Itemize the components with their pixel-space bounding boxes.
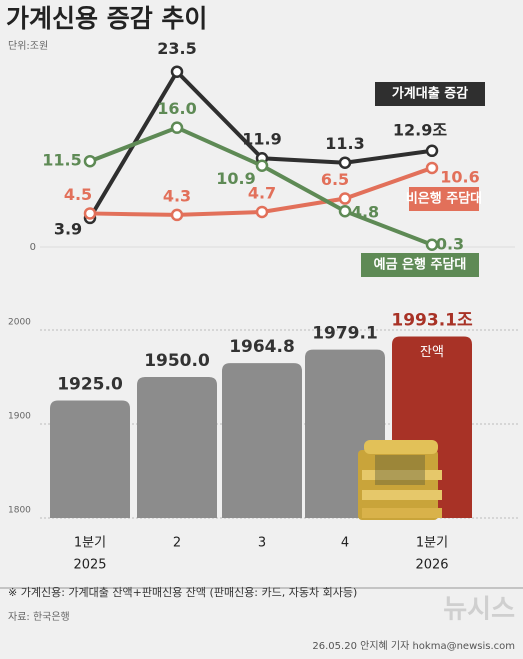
x-tick-label: 3	[258, 536, 266, 551]
data-label: 4.8	[351, 203, 379, 222]
point	[338, 156, 352, 169]
legend-label: 비은행 주담대	[406, 191, 482, 207]
bar	[137, 377, 217, 518]
point	[425, 238, 439, 252]
data-label: 1925.0	[57, 375, 123, 395]
x-tick-label: 4	[341, 536, 349, 551]
point	[170, 208, 184, 222]
legend-box	[375, 82, 485, 106]
data-label: 0.3	[436, 234, 464, 253]
x-tick-label: 1분기	[416, 536, 448, 551]
data-label: 12.9조	[393, 120, 447, 139]
point	[83, 207, 97, 220]
source: 자료: 한국은행	[8, 611, 70, 623]
point	[170, 65, 184, 78]
y-tick-label: 2000	[8, 318, 31, 328]
point	[83, 154, 97, 168]
y-tick-label: 0	[30, 242, 36, 253]
data-label: 6.5	[321, 170, 349, 189]
unit: 단위:조원	[8, 39, 48, 52]
data-label: 4.3	[163, 186, 191, 205]
footnote: ※ 가계신용: 가계대출 잔액+판매신용 잔액 (판매신용: 카드, 자동차 회…	[8, 586, 357, 599]
data-label: 10.9	[216, 169, 255, 188]
data-label: 23.5	[157, 39, 196, 58]
credit: 26.05.20 안지혜 기자 hokma@newsis.com	[312, 640, 515, 652]
y-tick-label: 1900	[8, 412, 31, 422]
data-label: 1993.1조	[391, 310, 473, 330]
data-label: 1950.0	[144, 351, 210, 371]
coins	[358, 440, 442, 520]
data-label: 10.6	[440, 167, 479, 186]
legend-box	[361, 253, 479, 277]
watermark: 뉴시스	[443, 595, 515, 625]
point	[338, 204, 352, 218]
bar-annotation: 잔액	[420, 345, 444, 360]
bar	[50, 400, 130, 518]
data-label: 16.0	[157, 99, 196, 118]
data-label: 11.5	[42, 151, 81, 170]
title: 가계신용 증감 추이	[6, 4, 207, 33]
point	[425, 161, 439, 175]
point	[170, 121, 184, 134]
point	[338, 192, 352, 205]
legend-label: 가계대출 증감	[392, 86, 468, 102]
point	[255, 205, 269, 219]
point	[425, 144, 439, 158]
data-label: 3.9	[54, 219, 82, 238]
x-tick-label: 1분기	[74, 536, 106, 551]
x-tick-year: 2026	[415, 558, 448, 573]
x-tick-year: 2025	[73, 558, 106, 573]
y-tick-label: 1800	[8, 506, 31, 516]
legend-label: 예금 은행 주담대	[374, 257, 467, 273]
data-label: 11.9	[242, 130, 281, 149]
data-label: 4.7	[248, 183, 276, 202]
legend-box	[409, 187, 479, 211]
data-label: 11.3	[325, 134, 364, 153]
data-label: 4.5	[64, 185, 92, 204]
data-label: 1964.8	[229, 337, 295, 357]
bar	[222, 363, 302, 518]
data-label: 1979.1	[312, 324, 378, 344]
x-tick-label: 2	[173, 536, 181, 551]
point	[255, 159, 269, 172]
